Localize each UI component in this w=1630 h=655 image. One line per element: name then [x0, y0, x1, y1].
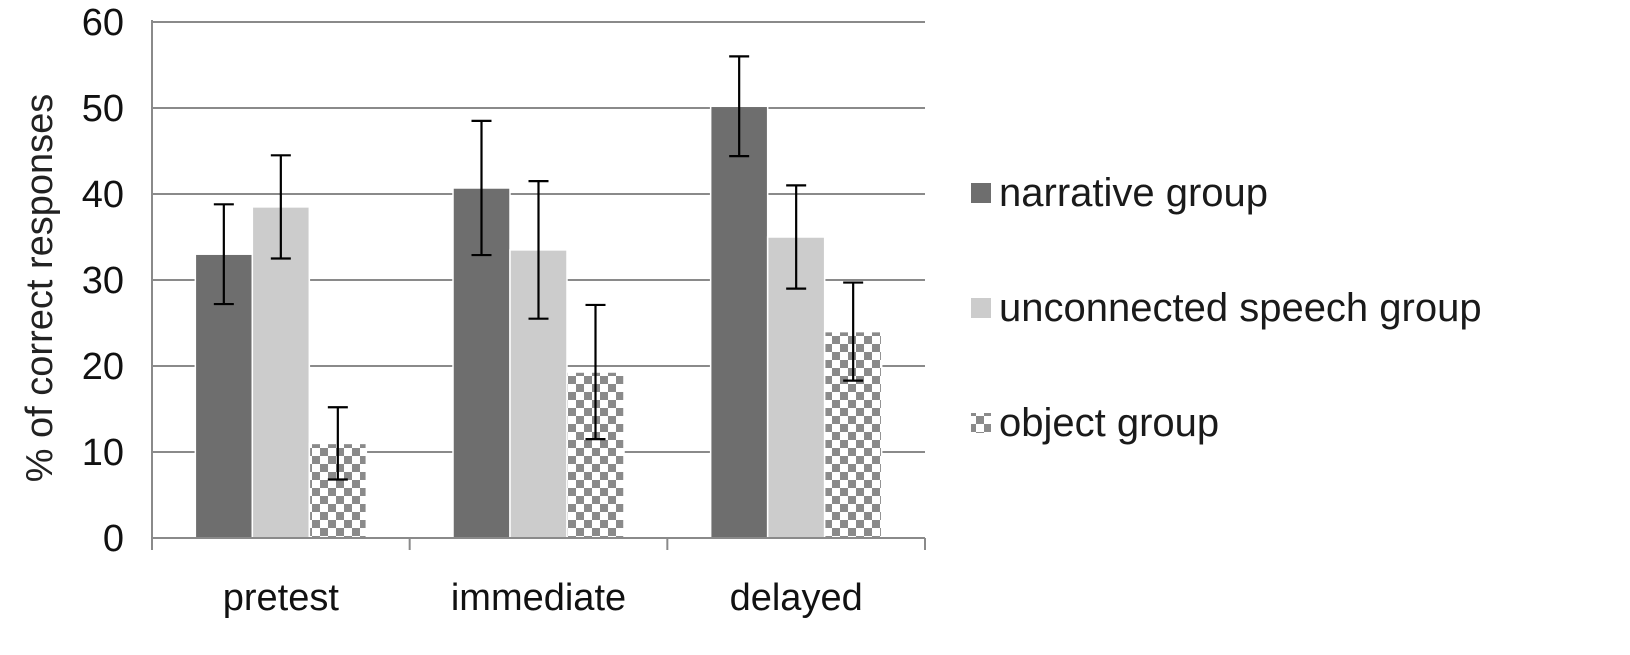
- error-bar: [786, 184, 807, 290]
- y-tick-label: 30: [82, 260, 124, 302]
- error-bar: [270, 154, 291, 260]
- x-tick-label: pretest: [223, 577, 340, 619]
- legend-label: unconnected speech group: [999, 286, 1482, 330]
- error-bar: [471, 119, 492, 257]
- y-tick-label: 50: [82, 88, 124, 130]
- y-tick-label: 10: [82, 432, 124, 474]
- legend-swatch: [971, 183, 991, 203]
- x-axis-tick-labels: pretest immediate delayed: [223, 577, 863, 619]
- error-bars: [213, 55, 864, 481]
- error-bar: [729, 55, 750, 158]
- legend-swatch: [971, 413, 991, 433]
- y-tick-label: 20: [82, 346, 124, 388]
- error-bar: [585, 303, 606, 441]
- error-bar: [843, 281, 864, 382]
- bar-unconnected-speech-group-pretest: [251, 206, 311, 539]
- error-bar: [528, 180, 549, 320]
- bars: [194, 105, 883, 539]
- legend-swatch: [971, 298, 991, 318]
- error-bar: [213, 203, 234, 306]
- x-tick-label: delayed: [730, 577, 863, 619]
- y-tick-label: 0: [103, 518, 124, 560]
- y-axis-label: % of correct responses: [19, 94, 61, 483]
- legend-label: object group: [999, 401, 1219, 445]
- bar-narrative-group-delayed: [709, 105, 769, 539]
- y-tick-label: 40: [82, 174, 124, 216]
- legend-label: narrative group: [999, 171, 1268, 215]
- y-tick-label: 60: [82, 2, 124, 44]
- error-bar: [327, 406, 348, 481]
- x-tick-label: immediate: [451, 577, 626, 619]
- y-axis-tick-labels: 0 10 20 30 40 50 60: [82, 2, 124, 560]
- legend: narrative group unconnected speech group o…: [971, 171, 1482, 445]
- axes: [151, 20, 926, 550]
